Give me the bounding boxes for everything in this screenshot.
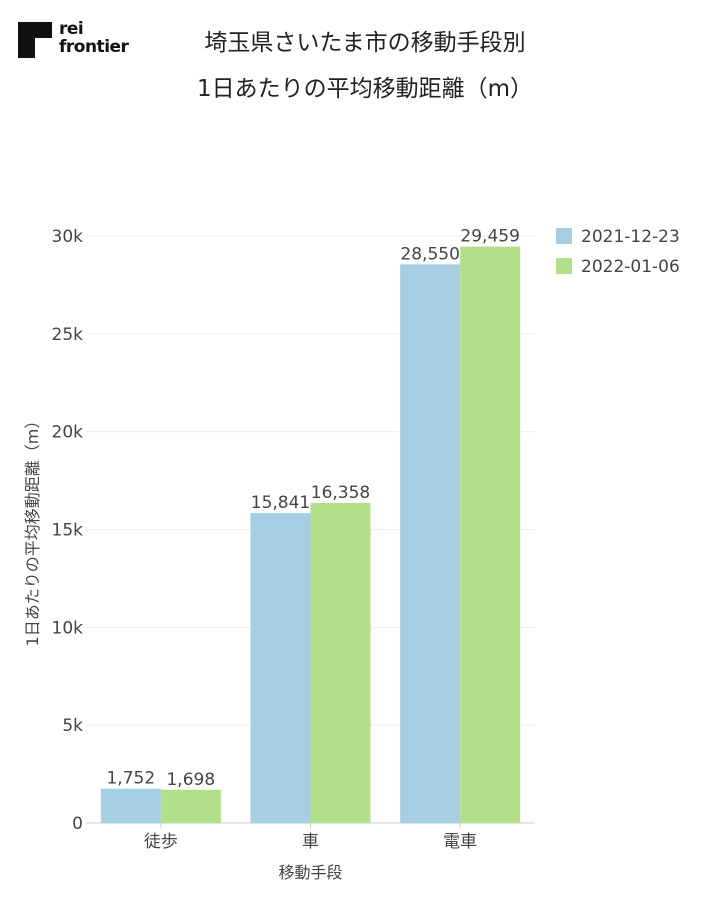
x-tick-label: 車 (302, 832, 319, 852)
chart-title-line1: 埼玉県さいたま市の移動手段別 (204, 30, 526, 56)
bar-data-label: 28,550 (400, 244, 459, 264)
brand-name-line1: rei (59, 19, 84, 39)
bar-data-label: 1,752 (106, 769, 155, 789)
bar-data-label: 16,358 (311, 483, 370, 503)
bar (250, 513, 311, 823)
x-tick-label: 電車 (443, 832, 477, 852)
chart-title-line2: 1日あたりの平均移動距離（m） (196, 76, 534, 102)
y-tick-label: 10k (52, 618, 84, 638)
legend-swatch (556, 228, 572, 244)
y-tick-label: 15k (52, 521, 84, 541)
bar (400, 264, 461, 823)
x-tick-label: 徒歩 (144, 832, 178, 852)
brand-logo: rei frontier (18, 19, 148, 62)
brand-name: rei frontier (59, 19, 129, 57)
y-tick-label: 25k (52, 325, 84, 345)
bar-data-label: 15,841 (251, 493, 310, 513)
bar (160, 789, 221, 823)
legend-label: 2022-01-06 (581, 257, 680, 277)
rei-frontier-logo-icon (18, 22, 52, 58)
y-tick-label: 5k (62, 716, 83, 736)
bar (100, 788, 161, 823)
chart-title: 埼玉県さいたま市の移動手段別 1日あたりの平均移動距離（m） (180, 20, 550, 112)
y-tick-label: 0 (72, 814, 83, 834)
legend-swatch (556, 258, 572, 274)
bar (460, 246, 521, 823)
x-axis-title: 移動手段 (278, 863, 342, 882)
y-tick-label: 20k (52, 423, 84, 443)
brand-name-line2: frontier (59, 37, 129, 57)
bar (310, 502, 371, 823)
y-axis-title: 1日あたりの平均移動距離（m） (23, 413, 42, 647)
legend-label: 2021-12-23 (581, 227, 680, 247)
y-tick-label: 30k (52, 227, 84, 247)
bar-data-label: 1,698 (166, 770, 215, 790)
bar-data-label: 29,459 (460, 227, 519, 247)
